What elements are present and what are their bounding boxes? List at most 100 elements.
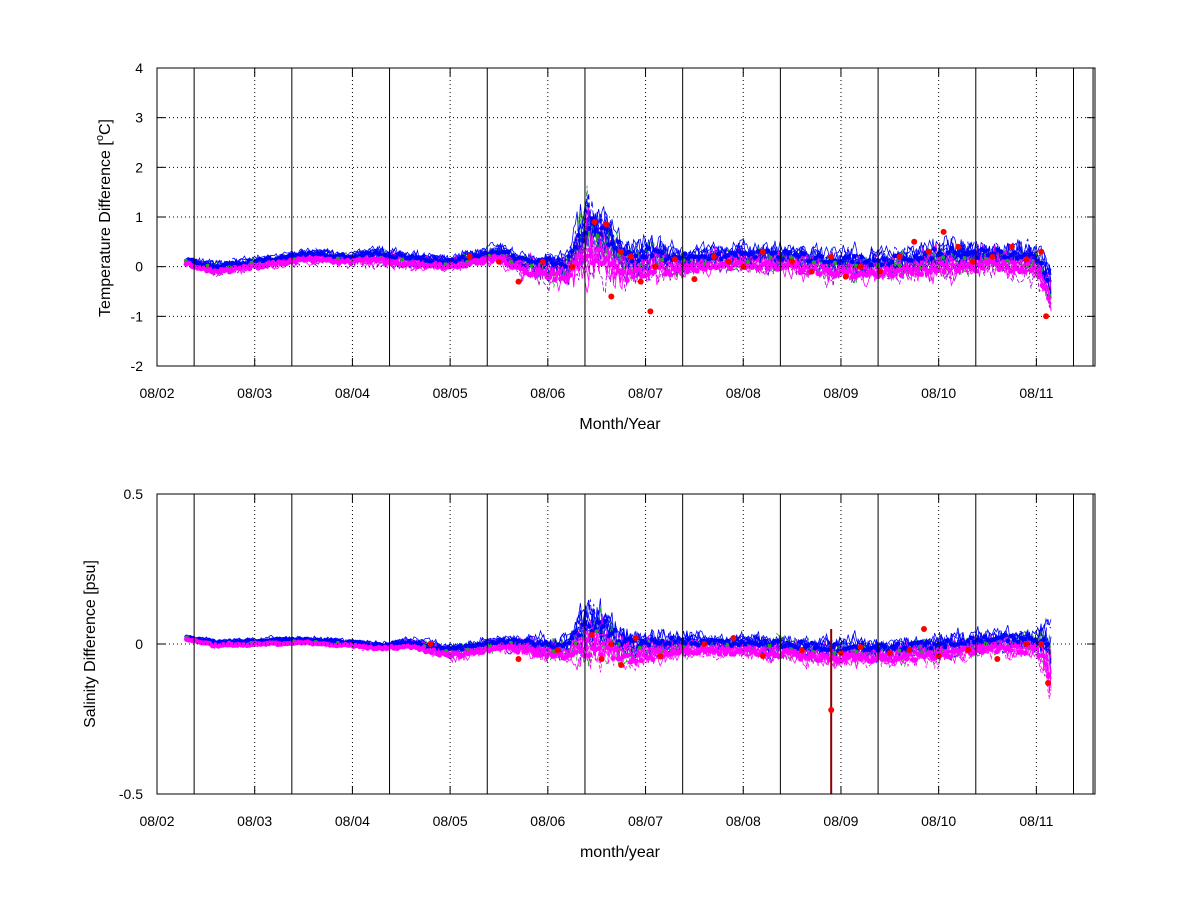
temperature-xtick-label: 08/02 xyxy=(139,385,174,401)
temperature-series-marker xyxy=(663,257,668,263)
temperature-series-marker xyxy=(749,251,754,256)
temperature-series-marker xyxy=(752,255,758,260)
temperature-series-marker xyxy=(587,247,593,253)
temperature-series-marker xyxy=(555,270,561,276)
salinity-series-marker xyxy=(818,657,824,663)
temperature-series-marker xyxy=(881,257,887,262)
salinity-series-marker xyxy=(809,640,815,646)
salinity-series-marker xyxy=(725,638,731,644)
temperature-red-point xyxy=(857,263,864,270)
temperature-series-marker xyxy=(846,254,851,260)
salinity-series-marker xyxy=(832,642,837,647)
salinity-series-marker xyxy=(852,657,858,663)
temperature-red-point xyxy=(496,258,502,265)
temperature-series-marker xyxy=(636,266,642,272)
salinity-series-marker xyxy=(1045,673,1051,679)
salinity-series-marker xyxy=(594,629,599,634)
temperature-series-marker xyxy=(785,251,791,257)
salinity-series-marker xyxy=(519,639,525,645)
temperature-series-marker xyxy=(772,250,778,256)
salinity-series-marker xyxy=(932,642,937,647)
temperature-series-marker xyxy=(755,249,761,254)
temperature-series-marker xyxy=(846,267,852,274)
temperature-red-point xyxy=(1023,256,1030,263)
salinity-series-marker xyxy=(895,641,901,646)
temperature-series-marker xyxy=(706,256,712,262)
temperature-ytick-label: 0 xyxy=(135,259,143,275)
salinity-series-marker xyxy=(575,644,581,650)
temperature-red-point xyxy=(637,278,644,285)
temperature-ytick-label: 4 xyxy=(135,60,143,76)
salinity-red-point xyxy=(618,662,625,668)
salinity-series-marker xyxy=(868,645,874,651)
salinity-ytick-label: 0.5 xyxy=(124,486,144,502)
temperature-series-marker xyxy=(660,257,665,262)
temperature-series-marker xyxy=(489,249,495,255)
temperature-difference-panel: -2 -1 0 1 2 3 4 08/02 08/03 08/04 08/05 08/06 08/07 0… xyxy=(94,60,1096,433)
salinity-series-marker xyxy=(541,647,547,653)
salinity-series-marker xyxy=(578,648,584,654)
temperature-series-marker xyxy=(865,259,871,264)
temperature-series-marker xyxy=(884,266,890,273)
temperature-series-marker xyxy=(868,262,874,268)
salinity-xlabel: month/year xyxy=(580,844,661,861)
salinity-series-marker xyxy=(610,655,616,661)
salinity-xtick-label: 08/05 xyxy=(433,813,468,829)
temperature-series-marker xyxy=(546,256,552,262)
salinity-series-marker xyxy=(569,635,575,641)
salinity-series-marker xyxy=(912,657,918,663)
salinity-series-marker xyxy=(904,656,910,662)
salinity-series-marker xyxy=(832,655,838,661)
temperature-series-marker xyxy=(1032,254,1038,260)
salinity-series-marker xyxy=(978,638,984,644)
salinity-series-marker xyxy=(633,658,639,665)
salinity-series-marker xyxy=(586,624,592,629)
temperature-red-point xyxy=(808,268,815,275)
salinity-series-marker xyxy=(1041,637,1047,643)
salinity-series-marker xyxy=(586,652,593,658)
salinity-series-marker xyxy=(616,642,621,647)
salinity-series-marker xyxy=(518,644,524,651)
salinity-series-marker xyxy=(938,641,944,646)
temperature-series-marker xyxy=(549,270,556,277)
temperature-red-point xyxy=(618,248,625,255)
salinity-series-marker xyxy=(509,643,515,650)
temperature-series-marker xyxy=(549,260,555,265)
temperature-series-marker xyxy=(576,233,581,239)
salinity-series-marker xyxy=(600,624,605,630)
temperature-series-marker xyxy=(849,259,855,265)
temperature-series-marker xyxy=(941,255,946,260)
temperature-series-marker xyxy=(596,246,602,252)
temperature-series-marker xyxy=(897,263,902,268)
temperature-series-marker xyxy=(955,268,961,274)
salinity-series-marker xyxy=(641,652,647,658)
salinity-red-point xyxy=(588,632,595,638)
salinity-series-marker xyxy=(1014,643,1020,649)
temperature-series-marker xyxy=(593,228,598,234)
temperature-series-marker xyxy=(982,248,988,254)
salinity-series-marker xyxy=(720,646,726,652)
temperature-series-marker xyxy=(833,260,837,265)
temperature-red-point xyxy=(627,253,634,260)
salinity-series-marker xyxy=(596,620,602,625)
temperature-series-marker xyxy=(839,258,844,264)
temperature-ytick-label: -1 xyxy=(131,308,144,324)
salinity-series-marker xyxy=(515,649,521,655)
temperature-series-marker xyxy=(649,253,655,259)
salinity-series-marker xyxy=(767,643,772,648)
temperature-series-marker xyxy=(586,226,592,231)
temperature-series-marker xyxy=(547,274,553,280)
temperature-series-marker xyxy=(575,261,581,267)
temperature-series-marker xyxy=(230,260,235,266)
temperature-series-marker xyxy=(889,259,894,265)
salinity-series-marker xyxy=(454,650,460,657)
temperature-series-marker xyxy=(567,272,573,278)
temperature-series-marker xyxy=(895,267,902,274)
salinity-series-marker xyxy=(459,646,465,652)
salinity-series-marker xyxy=(598,652,604,658)
salinity-red-point xyxy=(798,647,805,653)
temperature-series-marker xyxy=(949,246,954,252)
temperature-red-point xyxy=(828,253,835,260)
salinity-series-marker xyxy=(1015,639,1021,645)
temperature-series-marker xyxy=(864,272,870,278)
